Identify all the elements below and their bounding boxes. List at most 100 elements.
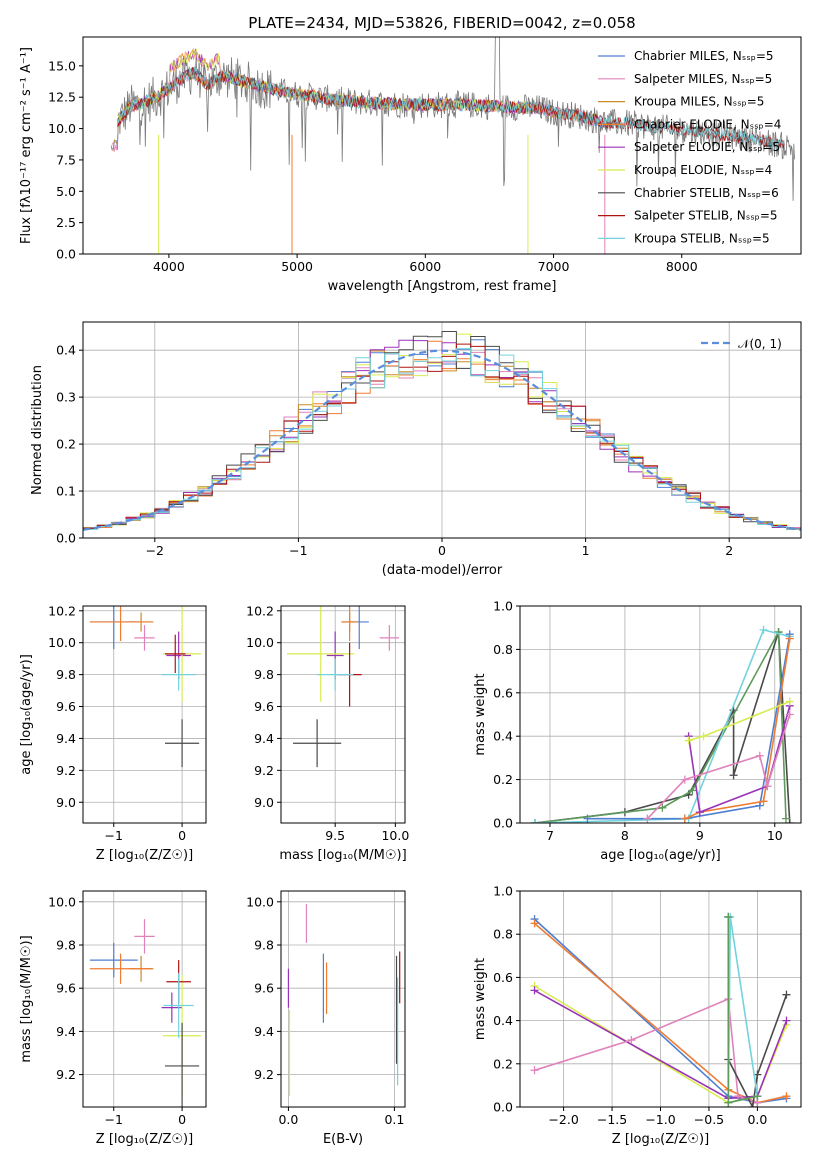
errorbar-point [287,606,355,702]
y-axis-label: mass [log₁₀(M/M☉)] [19,935,34,1062]
weight-line [684,638,791,820]
axes-frame [82,36,802,255]
x-tick-label: 0 [438,543,446,558]
x-tick-label: 8000 [666,259,698,274]
axes-frame [82,890,207,1108]
y-tick-label: 9.6 [56,981,76,996]
y-tick-label: 7.5 [56,152,76,167]
weight-marker [583,814,592,823]
y-tick-label: 0.0 [56,247,76,262]
x-tick-label: 6000 [409,259,441,274]
y-tick-label: 12.5 [48,90,76,105]
y-tick-label: 9.4 [254,731,274,746]
histogram-kroupa-stelib [83,348,801,530]
axes-age-vs-Z: −1 0 9.0 9.2 9.4 9.6 9.8 10.0 10.2 Z [log₁₀(Z/Z☉)… [19,603,207,863]
y-tick-label: 9.4 [56,1024,76,1039]
x-axis-label: Z [log₁₀(Z/Z☉)] [612,1132,709,1147]
legend: Chabrier MILES, Nₛₛₚ=5 Salpeter MILES, Nₛ… [598,49,781,245]
x-axis-label: age [log₁₀(age/yr)] [600,848,721,863]
y-tick-label: 0.8 [493,642,513,657]
x-tick-label: −1 [289,543,307,558]
errorbar-point [165,1022,200,1107]
y-tick-label: 10.0 [48,121,76,136]
weight-marker [734,1092,743,1101]
weight-marker [724,912,733,921]
y-tick-label: 9.8 [254,667,274,682]
x-tick-label: 0.0 [747,1112,767,1127]
x-tick-label: 9 [696,828,704,843]
plot-area [530,625,794,823]
weight-marker [530,1066,539,1075]
x-tick-label: 10 [767,828,783,843]
histogram-chabrier-stelib [83,331,801,530]
axes-residuals: −2 −1 0 1 2 0.0 0.1 0.2 0.3 0.4 (data-model)/error… [30,321,802,578]
y-tick-label: 0.2 [56,437,76,452]
errorbar-point [89,606,152,642]
legend-label-normal: 𝒩(0, 1) [738,337,782,351]
x-axis-label: Z [log₁₀(Z/Z☉)] [96,848,193,863]
y-axis-label: mass weight [473,958,488,1040]
weight-marker [763,782,772,791]
legend-label-7: Salpeter STELIB, Nₛₛₚ=5 [634,209,778,223]
errorbar-point [89,953,152,984]
y-tick-label: 0.2 [493,1056,513,1071]
y-tick-label: 10.2 [246,603,274,618]
x-axis-label: E(B-V) [323,1132,363,1147]
axes-frame [519,890,802,1108]
y-tick-label: 0.2 [493,772,513,787]
weight-marker [753,1092,762,1101]
axes-frame [280,890,406,1108]
y-tick-label: 0.1 [56,484,76,499]
chart-title: PLATE=2434, MJD=53826, FIBERID=0042, z=0… [248,14,635,32]
axes-age-vs-mass: 9.5 10.0 9.0 9.2 9.4 9.6 9.8 10.0 10.2 mass [log₁… [246,603,409,863]
axes-frame [82,321,802,539]
y-tick-label: 0.0 [493,1100,513,1115]
x-tick-label: −1 [105,1112,123,1127]
weight-marker [755,751,764,760]
axes-weight-vs-Z: −2.0 −1.5 −1.0 −0.5 0.0 0.0 0.2 0.4 0.6 0.8 1.0 Z [… [473,884,802,1147]
weight-marker [684,736,693,745]
y-tick-label: 15.0 [48,58,76,73]
weight-marker [774,628,783,637]
y-tick-label: 0.4 [493,729,513,744]
x-tick-label: 5000 [281,259,313,274]
legend-label-8: Kroupa STELIB, Nₛₛₚ=5 [634,231,770,245]
errorbar-point [89,942,138,978]
plot-area [89,919,202,1107]
y-tick-label: 10.0 [246,894,274,909]
errorbar-point [379,625,399,651]
x-axis-label: mass [log₁₀(M/M☉)] [279,848,406,863]
y-tick-label: 0.0 [56,531,76,546]
x-tick-label: 10.0 [381,828,409,843]
axes-mass-vs-EBV: 0.0 0.1 9.2 9.4 9.6 9.8 10.0 E(B-V) [246,890,406,1147]
y-tick-label: 0.4 [56,343,76,358]
y-tick-label: 9.8 [56,667,76,682]
x-axis-label: Z [log₁₀(Z/Z☉)] [96,1132,193,1147]
weight-marker [688,786,697,795]
x-tick-label: 8 [621,828,629,843]
errorbar-point [134,625,155,651]
weight-line [534,997,758,1104]
weight-marker [782,990,791,999]
y-tick-label: 0.8 [493,927,513,942]
axes-mass-vs-Z: −1 0 9.2 9.4 9.6 9.8 10.0 Z [log₁₀(Z/Z☉)] mass [… [19,890,207,1147]
plot-area [530,912,791,1107]
x-tick-label: −2.0 [548,1112,578,1127]
y-tick-label: 10.0 [246,635,274,650]
y-tick-label: 0.6 [493,685,513,700]
x-tick-label: 0.1 [384,1112,404,1127]
x-axis-label: (data-model)/error [382,563,503,578]
axes-frame [280,605,406,824]
y-tick-label: 2.5 [56,215,76,230]
weight-marker [729,771,738,780]
x-tick-label: 0 [178,828,186,843]
legend-label-3: Chabrier ELODIE, Nₛₛₚ=4 [634,117,781,131]
legend-label-5: Kroupa ELODIE, Nₛₛₚ=4 [634,163,772,177]
weight-marker [530,819,539,823]
x-tick-label: −1.5 [597,1112,627,1127]
y-tick-label: 10.0 [48,894,76,909]
errorbar-point [317,658,354,691]
legend-label-0: Chabrier MILES, Nₛₛₚ=5 [634,49,774,63]
y-tick-label: 9.2 [56,763,76,778]
weight-marker [759,625,768,634]
